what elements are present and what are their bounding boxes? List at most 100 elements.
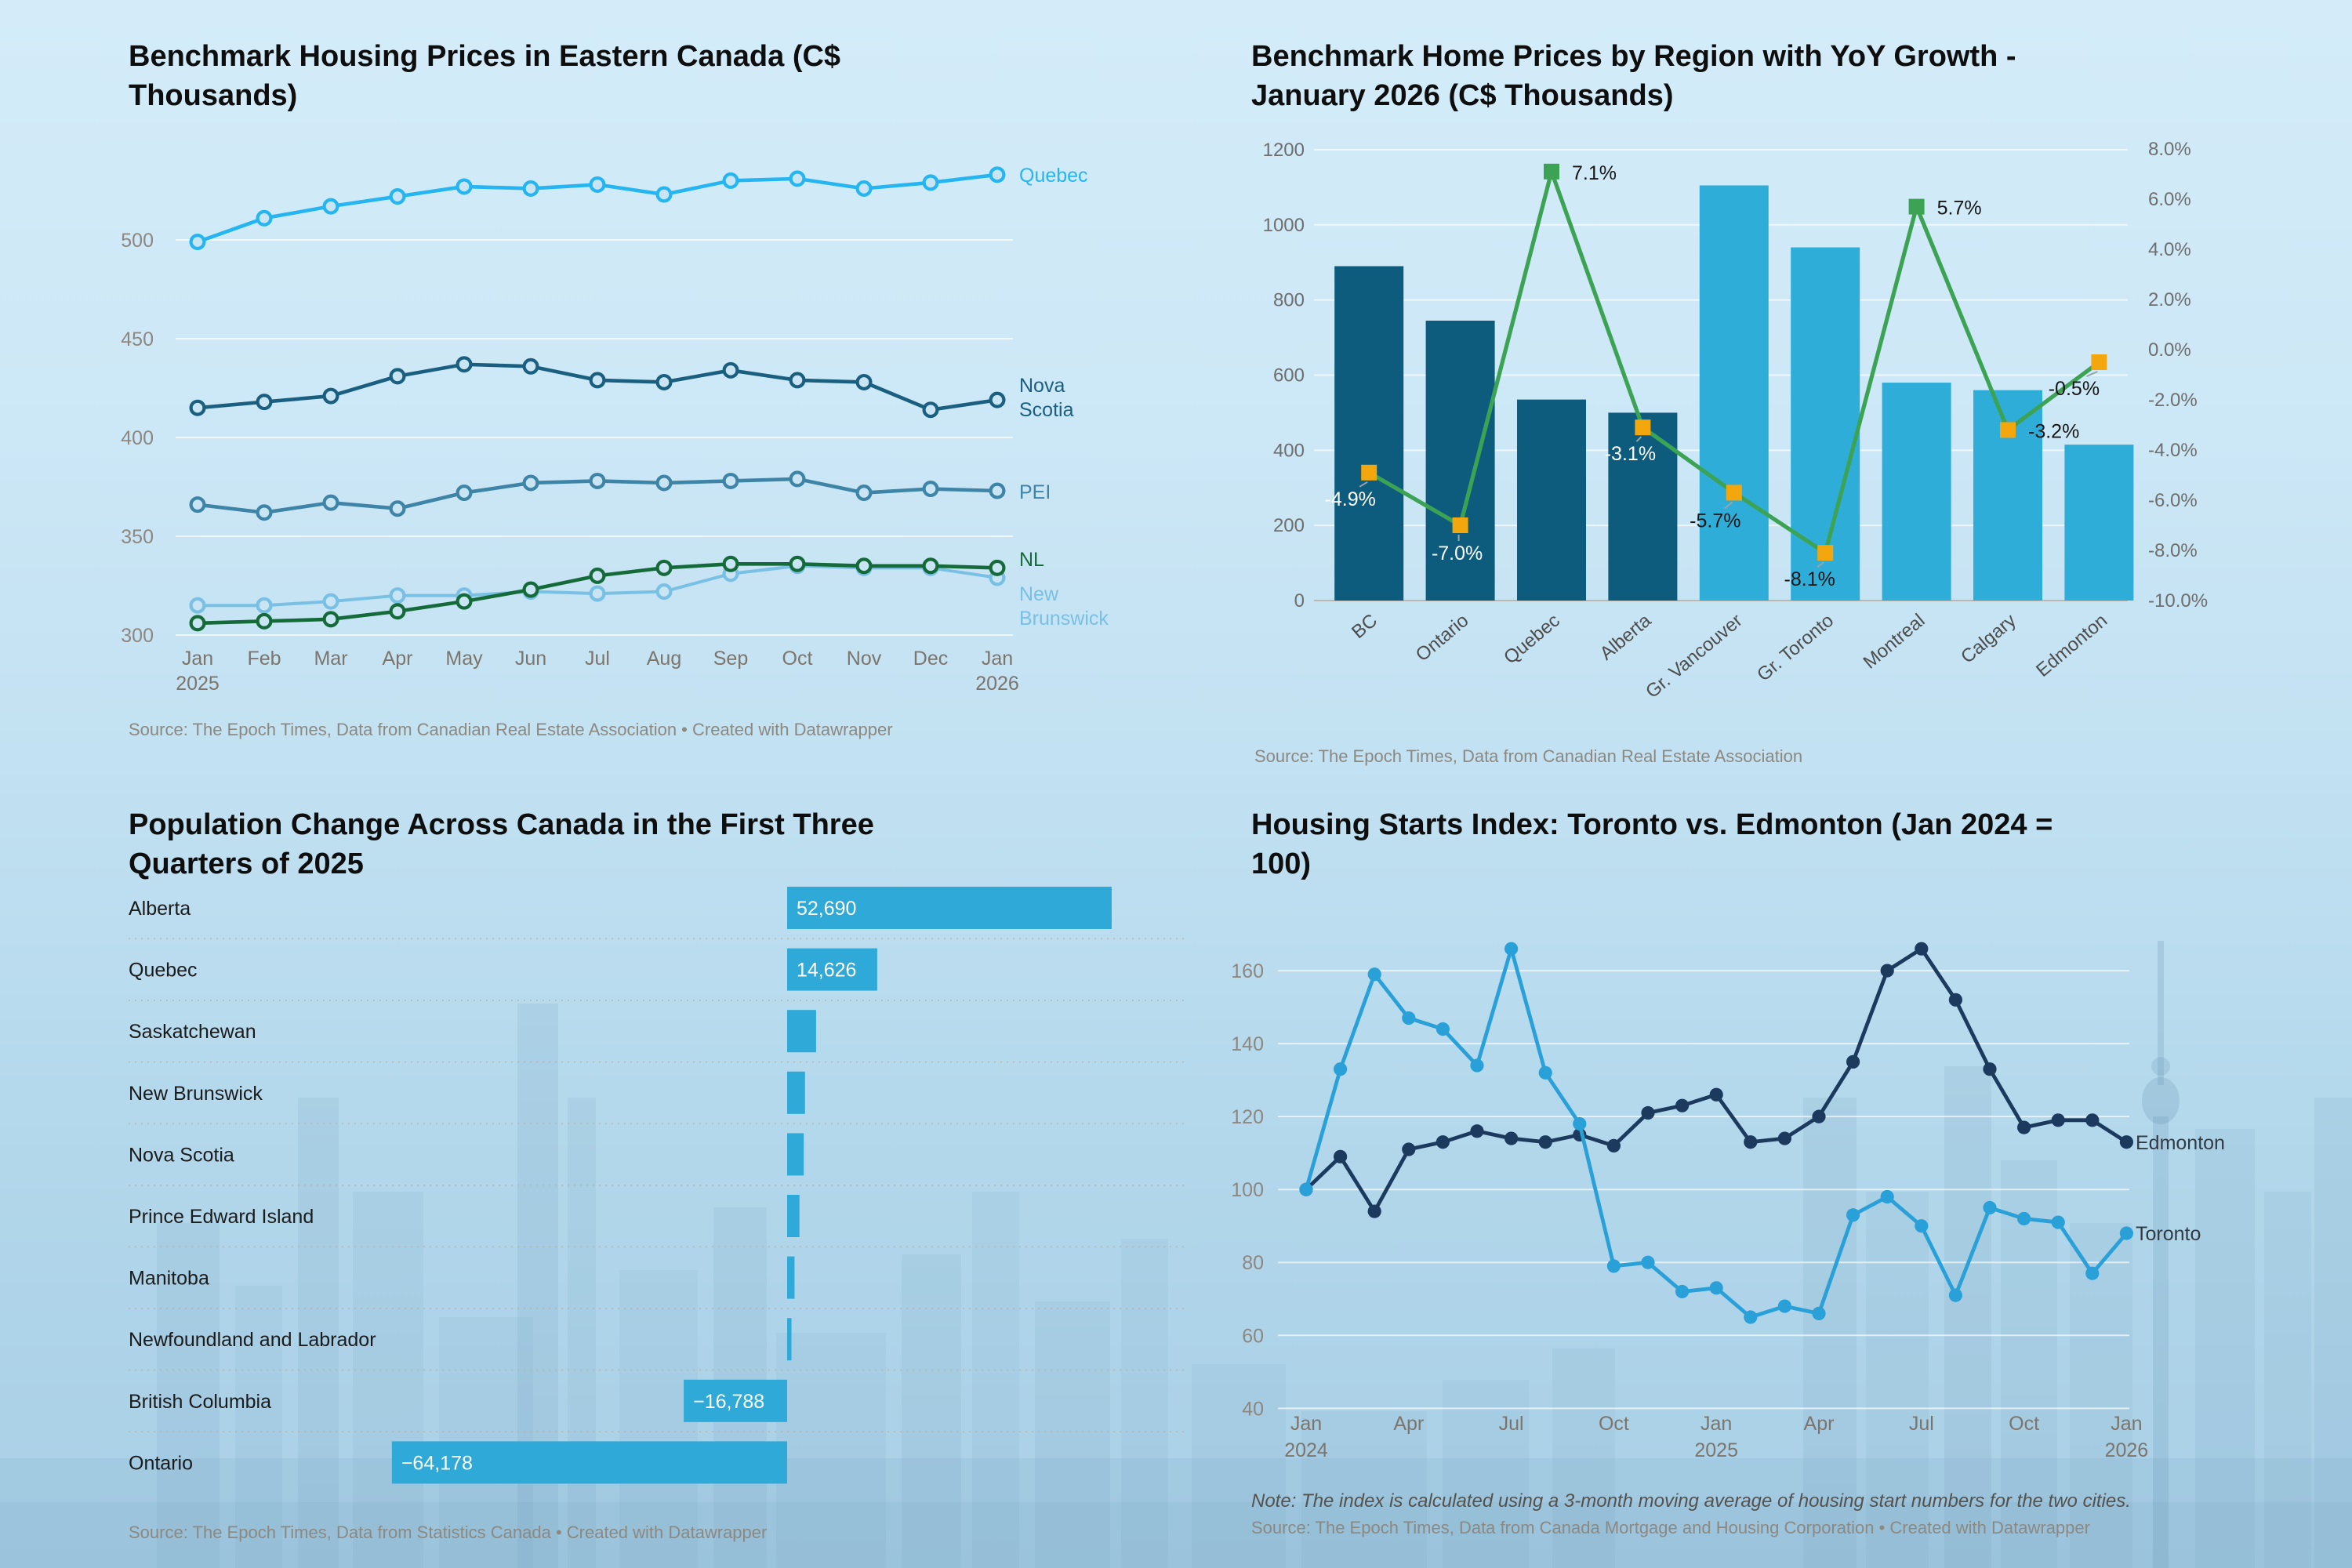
data-point (256, 612, 273, 630)
series-label: PEI (1019, 481, 1051, 503)
category-label: Gr. Toronto (1753, 610, 1838, 686)
data-point (389, 500, 406, 517)
series-label: Nova (1019, 375, 1065, 397)
source-line-benchmark-prices: Source: The Epoch Times, Data from Canad… (129, 721, 893, 740)
x-tick-label: Jan (982, 648, 1013, 670)
bar-newfoundland-and-labrador (787, 1318, 792, 1361)
x-tick-label: Apr (1804, 1413, 1835, 1435)
data-point (456, 593, 473, 610)
data-point (1504, 1131, 1519, 1145)
y-tick-label: 500 (121, 230, 154, 252)
data-point (789, 555, 806, 572)
data-point (655, 559, 673, 576)
data-point (1606, 1259, 1621, 1273)
series-label: New (1019, 583, 1059, 605)
series-label: Brunswick (1019, 608, 1109, 630)
data-point (1641, 1105, 1655, 1120)
x-tick-label: Oct (1599, 1413, 1629, 1435)
yoy-marker (1452, 517, 1468, 533)
data-point (1367, 1204, 1381, 1218)
data-point (1573, 1127, 1587, 1142)
title-line: Thousands) (129, 80, 298, 113)
y-tick-label: 160 (1231, 960, 1264, 982)
data-point (1915, 942, 1929, 956)
yoy-value-label: -0.5% (2049, 378, 2100, 400)
yoy-value-label: -7.0% (1432, 543, 1483, 564)
data-point (256, 394, 273, 411)
right-axis-label: 0.0% (2148, 339, 2191, 361)
x-tick-label: Mar (314, 648, 347, 670)
bar-manitoba (787, 1256, 795, 1299)
series-label: NL (1019, 549, 1044, 571)
y-tick-label: 350 (121, 526, 154, 548)
data-point (1846, 1208, 1860, 1222)
x-tick-label: Feb (247, 648, 281, 670)
data-point (1436, 1135, 1450, 1149)
data-point (256, 504, 273, 521)
bar-gr-toronto (1791, 247, 1860, 601)
series-line (1304, 942, 2129, 1319)
y-tick-label: 140 (1231, 1033, 1264, 1055)
data-point (855, 373, 873, 390)
source-line-housing-starts: Source: The Epoch Times, Data from Canad… (1251, 1519, 2090, 1538)
yoy-marker (1726, 485, 1742, 501)
bar-value-label: −16,788 (693, 1391, 764, 1413)
bar-gr-vancouver (1699, 185, 1769, 601)
yoy-value-label: -4.9% (1325, 488, 1376, 510)
x-tick-sublabel: 2024 (1284, 1439, 1328, 1461)
y-tick-label: 450 (121, 328, 154, 350)
left-axis-label: 1000 (1263, 215, 1305, 236)
data-point (1367, 967, 1381, 982)
category-label: Edmonton (2032, 610, 2111, 681)
x-tick-label: Jul (585, 648, 610, 670)
left-axis-label: 200 (1273, 515, 1305, 536)
data-point (1299, 1182, 1313, 1196)
x-tick-sublabel: 2025 (176, 673, 220, 695)
x-tick-label: Jan (1700, 1413, 1732, 1435)
data-point (589, 585, 606, 602)
yoy-marker (1544, 163, 1559, 180)
yoy-line (1367, 164, 2100, 557)
yoy-marker (1908, 198, 1925, 215)
data-point (322, 593, 339, 610)
data-point (922, 401, 939, 419)
label-connector (1359, 481, 1368, 488)
bar-value-label: −64,178 (401, 1452, 473, 1474)
x-tick-label: Jul (1499, 1413, 1524, 1435)
data-point (2119, 1226, 2133, 1240)
data-point (189, 399, 206, 416)
data-point (589, 472, 606, 489)
series-line (197, 362, 998, 412)
data-point (1641, 1255, 1655, 1269)
bar-ontario (1425, 320, 1495, 601)
data-point (522, 474, 539, 492)
data-point (1299, 1182, 1313, 1196)
data-point (1402, 1011, 1416, 1025)
row-label: Prince Edward Island (129, 1206, 314, 1228)
data-point (1983, 1200, 1997, 1215)
yoy-value-label: 7.1% (1572, 162, 1617, 184)
plot-benchmark-prices: 500 450 400 350 300 Jan 2025 Feb Mar Apr May Jun Jul… (121, 165, 1109, 695)
y-tick-label: 400 (121, 427, 154, 449)
bar-edmonton (2064, 445, 2134, 601)
y-tick-label: 100 (1231, 1179, 1264, 1201)
data-point (1504, 942, 1519, 956)
left-axis-label: 600 (1273, 365, 1305, 386)
title-line: Housing Starts Index: Toronto vs. Edmont… (1251, 809, 2053, 842)
row-label: Ontario (129, 1452, 193, 1474)
data-point (189, 496, 206, 514)
x-tick-label: Jul (1909, 1413, 1934, 1435)
series-toronto: Toronto (1299, 942, 2201, 1324)
series-edmonton: Edmonton (1299, 942, 2225, 1218)
row-label: New Brunswick (129, 1083, 263, 1105)
data-point (789, 170, 806, 187)
yoy-value-label: -3.1% (1605, 443, 1656, 465)
data-point (189, 615, 206, 632)
category-label: Ontario (1412, 610, 1473, 666)
data-point (989, 569, 1006, 586)
y-tick-label: 120 (1231, 1106, 1264, 1128)
data-point (922, 559, 939, 576)
label-connector (1724, 501, 1733, 510)
